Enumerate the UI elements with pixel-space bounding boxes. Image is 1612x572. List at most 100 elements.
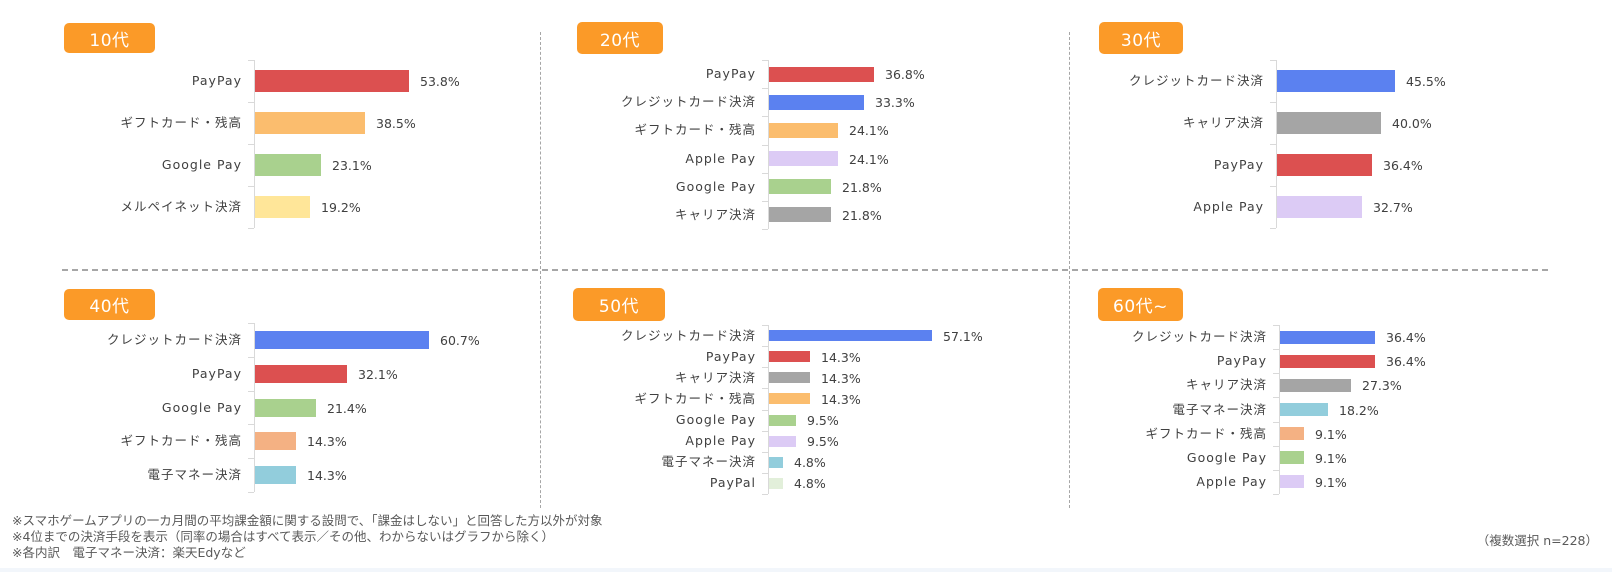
category-label: Apple Pay	[685, 151, 756, 166]
axis-tick	[248, 186, 254, 187]
bar	[255, 196, 310, 218]
bar	[769, 151, 838, 166]
category-axis	[254, 60, 255, 228]
footnote-breakdown: ※各内訳 電子マネー決済：楽天Edyなど	[12, 545, 246, 560]
value-label: 21.8%	[842, 180, 882, 195]
value-label: 36.8%	[885, 67, 925, 82]
category-axis	[1276, 60, 1277, 228]
bar	[769, 372, 810, 383]
value-label: 24.1%	[849, 123, 889, 138]
category-label: PayPay	[191, 73, 242, 88]
category-label: PayPal	[709, 475, 756, 490]
bar	[255, 70, 409, 92]
axis-tick	[248, 228, 254, 229]
footnote-ranking: ※4位までの決済手段を表示（同率の場合はすべて表示／その他、わからないはグラフか…	[12, 529, 555, 544]
category-label: 電子マネー決済	[661, 454, 756, 469]
category-label: Google Pay	[675, 412, 756, 427]
bar	[769, 330, 932, 341]
category-label: 電子マネー決済	[147, 467, 242, 482]
axis-tick	[1270, 102, 1276, 103]
axis-tick	[762, 60, 768, 61]
axis-tick	[1273, 397, 1279, 398]
axis-tick	[762, 173, 768, 174]
axis-tick	[1270, 186, 1276, 187]
category-label: メルペイネット決済	[120, 199, 242, 214]
category-label: Google Pay	[161, 157, 242, 172]
category-label: Google Pay	[1186, 450, 1267, 465]
axis-tick	[762, 325, 768, 326]
axis-tick	[248, 323, 254, 324]
age-group-badge: 20代	[577, 22, 663, 54]
bar	[1280, 379, 1351, 392]
axis-tick	[762, 201, 768, 202]
value-label: 36.4%	[1386, 330, 1426, 345]
category-label: Google Pay	[675, 179, 756, 194]
category-label: ギフトカード・残高	[1145, 426, 1267, 441]
bar	[769, 179, 831, 194]
value-label: 36.4%	[1386, 354, 1426, 369]
bar	[255, 331, 429, 349]
bar	[255, 154, 321, 176]
footnote-scope: ※スマホゲームアプリの一カ月間の平均課金額に関する設問で、「課金はしない」と回答…	[12, 513, 603, 528]
category-label: クレジットカード決済	[620, 328, 756, 343]
axis-tick	[248, 458, 254, 459]
category-label: 電子マネー決済	[1172, 402, 1267, 417]
category-label: ギフトカード・残高	[634, 122, 756, 137]
category-label: ギフトカード・残高	[120, 433, 242, 448]
bar	[1280, 355, 1375, 368]
axis-tick	[1270, 228, 1276, 229]
age-group-badge: 50代	[573, 288, 665, 321]
axis-tick	[1273, 470, 1279, 471]
value-label: 19.2%	[321, 200, 361, 215]
category-label: クレジットカード決済	[620, 94, 756, 109]
bar	[1277, 196, 1362, 218]
axis-tick	[1273, 349, 1279, 350]
value-label: 14.3%	[821, 371, 861, 386]
category-label: ギフトカード・残高	[634, 391, 756, 406]
axis-tick	[248, 357, 254, 358]
axis-tick	[762, 367, 768, 368]
value-label: 27.3%	[1362, 378, 1402, 393]
value-label: 14.3%	[821, 392, 861, 407]
axis-tick	[1270, 144, 1276, 145]
bar	[769, 436, 796, 447]
category-label: PayPay	[705, 349, 756, 364]
bar	[255, 399, 316, 417]
axis-tick	[248, 60, 254, 61]
axis-tick	[762, 116, 768, 117]
value-label: 36.4%	[1383, 158, 1423, 173]
value-label: 38.5%	[376, 116, 416, 131]
bar	[1280, 427, 1304, 440]
axis-tick	[762, 431, 768, 432]
value-label: 14.3%	[307, 434, 347, 449]
sample-size-note: （複数選択 n=228）	[1476, 533, 1598, 548]
category-label: キャリア決済	[1185, 377, 1267, 392]
axis-tick	[762, 346, 768, 347]
value-label: 21.4%	[327, 401, 367, 416]
value-label: 45.5%	[1406, 74, 1446, 89]
value-label: 53.8%	[420, 74, 460, 89]
horizontal-divider	[62, 269, 1548, 271]
axis-tick	[762, 145, 768, 146]
category-label: ギフトカード・残高	[120, 115, 242, 130]
bar	[1280, 403, 1328, 416]
bar	[769, 123, 838, 138]
bar	[255, 466, 296, 484]
category-axis	[768, 325, 769, 494]
axis-tick	[1273, 494, 1279, 495]
value-label: 21.8%	[842, 208, 882, 223]
axis-tick	[762, 410, 768, 411]
bar	[255, 432, 296, 450]
category-label: クレジットカード決済	[1128, 73, 1264, 88]
category-label: PayPay	[191, 366, 242, 381]
age-group-badge: 10代	[64, 23, 155, 53]
value-label: 24.1%	[849, 152, 889, 167]
category-label: Apple Pay	[685, 433, 756, 448]
bar	[1280, 475, 1304, 488]
value-label: 40.0%	[1392, 116, 1432, 131]
value-label: 14.3%	[307, 468, 347, 483]
bar	[1277, 70, 1395, 92]
category-axis	[768, 60, 769, 229]
value-label: 4.8%	[794, 455, 826, 470]
bar	[1277, 154, 1372, 176]
